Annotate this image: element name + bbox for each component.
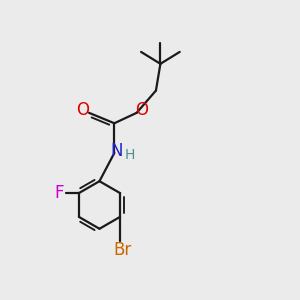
Text: F: F — [55, 184, 64, 202]
Text: Br: Br — [113, 241, 132, 259]
Text: N: N — [110, 142, 123, 160]
Text: O: O — [136, 101, 148, 119]
Text: H: H — [125, 148, 135, 162]
Text: O: O — [76, 101, 89, 119]
